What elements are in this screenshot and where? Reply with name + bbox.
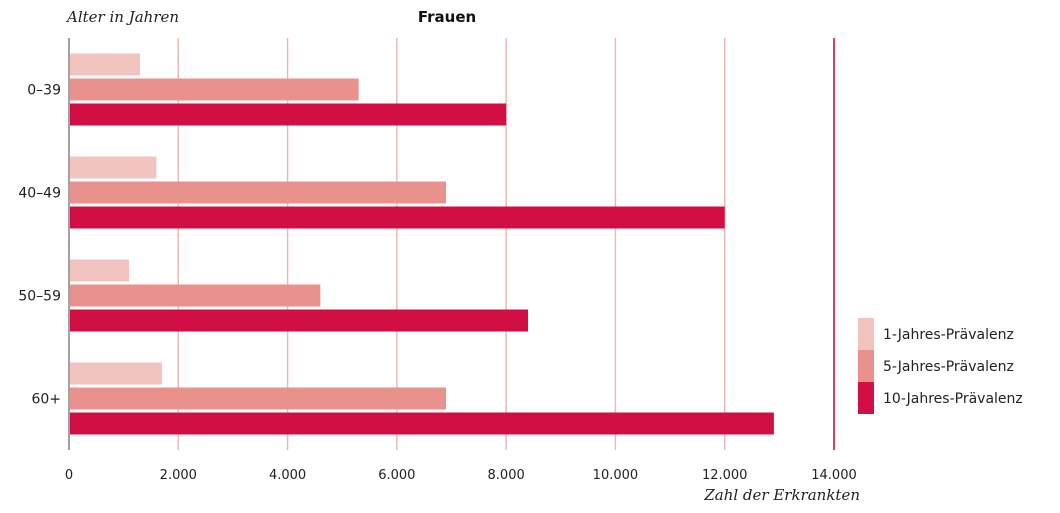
bar — [70, 259, 130, 282]
y-axis-label: Alter in Jahren — [65, 8, 179, 26]
y-tick-label: 60+ — [31, 392, 61, 408]
y-tick-label: 40–49 — [18, 186, 61, 202]
legend-label: 1-Jahres-Prävalenz — [883, 327, 1014, 343]
bar — [70, 309, 528, 332]
x-axis-label: Zahl der Erkrankten — [703, 486, 860, 504]
bar — [70, 412, 774, 435]
x-axis-ticks: 0 2.000 4.000 6.000 8.000 10.000 12.000 14.000 — [65, 468, 857, 483]
x-tick-label: 10.000 — [593, 468, 639, 483]
legend: 1-Jahres-Prävalenz 5-Jahres-Prävalenz 10-J… — [858, 318, 1023, 414]
bar — [70, 181, 447, 204]
x-tick-label: 8.000 — [488, 468, 525, 483]
y-tick-label: 50–59 — [18, 289, 61, 305]
legend-swatch — [858, 318, 874, 350]
x-tick-label: 12.000 — [702, 468, 748, 483]
x-tick-label: 2.000 — [160, 468, 197, 483]
y-tick-label: 0–39 — [27, 83, 61, 99]
x-tick-label: 6.000 — [378, 468, 415, 483]
bar — [70, 284, 321, 307]
bar — [70, 78, 359, 101]
bar — [70, 206, 725, 229]
bar — [70, 362, 162, 385]
bar — [70, 387, 447, 410]
bar — [70, 103, 507, 126]
x-tick-label: 4.000 — [269, 468, 306, 483]
x-tick-label: 14.000 — [811, 468, 857, 483]
bar — [70, 156, 157, 179]
chart-title: Frauen — [418, 8, 476, 26]
legend-label: 10-Jahres-Prävalenz — [883, 391, 1023, 407]
legend-swatch — [858, 350, 874, 382]
x-tick-label: 0 — [65, 468, 73, 483]
bars — [70, 53, 774, 435]
legend-swatch — [858, 382, 874, 414]
legend-label: 5-Jahres-Prävalenz — [883, 359, 1014, 375]
bar — [70, 53, 141, 76]
y-axis-categories: 0–39 40–49 50–59 60+ — [18, 83, 61, 408]
